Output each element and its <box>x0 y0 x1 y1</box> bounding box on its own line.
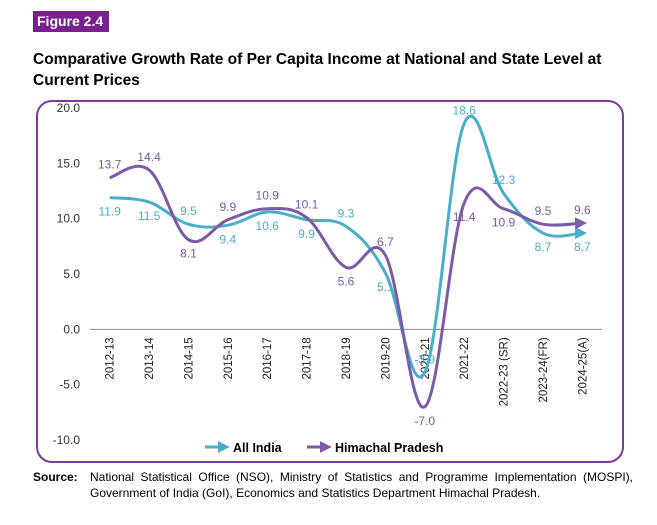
data-label-all-india: 11.5 <box>138 209 161 223</box>
data-label-himachal-pradesh: 11.4 <box>453 210 476 224</box>
data-label-all-india: 8.7 <box>574 240 591 254</box>
data-label-himachal-pradesh: 13.7 <box>98 158 122 172</box>
data-label-himachal-pradesh: 8.1 <box>180 247 197 261</box>
data-label-himachal-pradesh: 5.6 <box>338 274 355 288</box>
data-label-himachal-pradesh: 14.4 <box>137 150 161 164</box>
y-tick-label: -5.0 <box>59 378 80 392</box>
data-label-himachal-pradesh: -7.0 <box>414 414 435 428</box>
source-label: Source: <box>33 470 78 484</box>
legend-label: All India <box>233 441 283 455</box>
data-label-all-india: 10.6 <box>256 219 280 233</box>
data-label-all-india: 9.5 <box>180 204 197 218</box>
y-tick-label: -10.0 <box>53 433 81 447</box>
data-label-all-india: 8.7 <box>535 240 552 254</box>
x-tick-label: 2015-16 <box>223 337 235 379</box>
y-tick-label: 10.0 <box>57 212 81 226</box>
chart-frame <box>36 100 624 463</box>
data-label-all-india: 5.1 <box>377 280 394 294</box>
series-line-all-india <box>109 114 588 379</box>
data-label-himachal-pradesh: 10.9 <box>256 189 280 203</box>
x-tick-label: 2021-22 <box>459 337 471 379</box>
data-label-all-india: 9.9 <box>298 227 315 241</box>
data-label-all-india: 9.4 <box>220 232 237 246</box>
x-tick-label: 2022-23 (SR) <box>499 337 511 406</box>
x-tick-label: 2020-21 <box>420 337 432 379</box>
legend-label: Himachal Pradesh <box>335 441 443 455</box>
x-tick-label: 2012-13 <box>105 337 117 379</box>
source-text: National Statistical Office (NSO), Minis… <box>90 470 633 500</box>
chart-title: Comparative Growth Rate of Per Capita In… <box>33 51 602 89</box>
data-label-all-india: 18.6 <box>452 103 476 117</box>
data-label-all-india: 12.3 <box>492 173 516 187</box>
source-note: Source: National Statistical Office (NSO… <box>33 469 633 501</box>
data-label-himachal-pradesh: 10.9 <box>492 216 516 230</box>
x-tick-label: 2023-24(FR) <box>538 337 550 402</box>
x-tick-label: 2018-19 <box>341 337 353 379</box>
figure-label: Figure 2.4 <box>33 11 110 32</box>
x-tick-label: 2017-18 <box>302 337 314 379</box>
x-tick-label: 2014-15 <box>183 337 195 379</box>
data-label-all-india: -3.9 <box>414 352 435 366</box>
x-tick-label: 2016-17 <box>262 337 274 379</box>
x-tick-label: 2024-25(A) <box>577 337 589 395</box>
y-tick-label: 0.0 <box>63 322 80 336</box>
x-tick-label: 2019-20 <box>380 337 392 379</box>
y-tick-label: 15.0 <box>57 156 81 170</box>
data-label-himachal-pradesh: 9.9 <box>220 200 237 214</box>
data-label-all-india: 11.9 <box>98 205 121 219</box>
y-tick-label: 5.0 <box>63 267 80 281</box>
y-tick-label: 20.0 <box>57 101 81 115</box>
x-tick-label: 2013-14 <box>144 337 156 380</box>
data-label-himachal-pradesh: 9.5 <box>535 204 552 218</box>
series-line-himachal-pradesh <box>109 164 588 409</box>
data-label-himachal-pradesh: 6.7 <box>377 235 394 249</box>
data-label-himachal-pradesh: 10.1 <box>295 198 319 212</box>
data-label-all-india: 9.3 <box>338 206 355 220</box>
data-label-himachal-pradesh: 9.6 <box>574 203 591 217</box>
